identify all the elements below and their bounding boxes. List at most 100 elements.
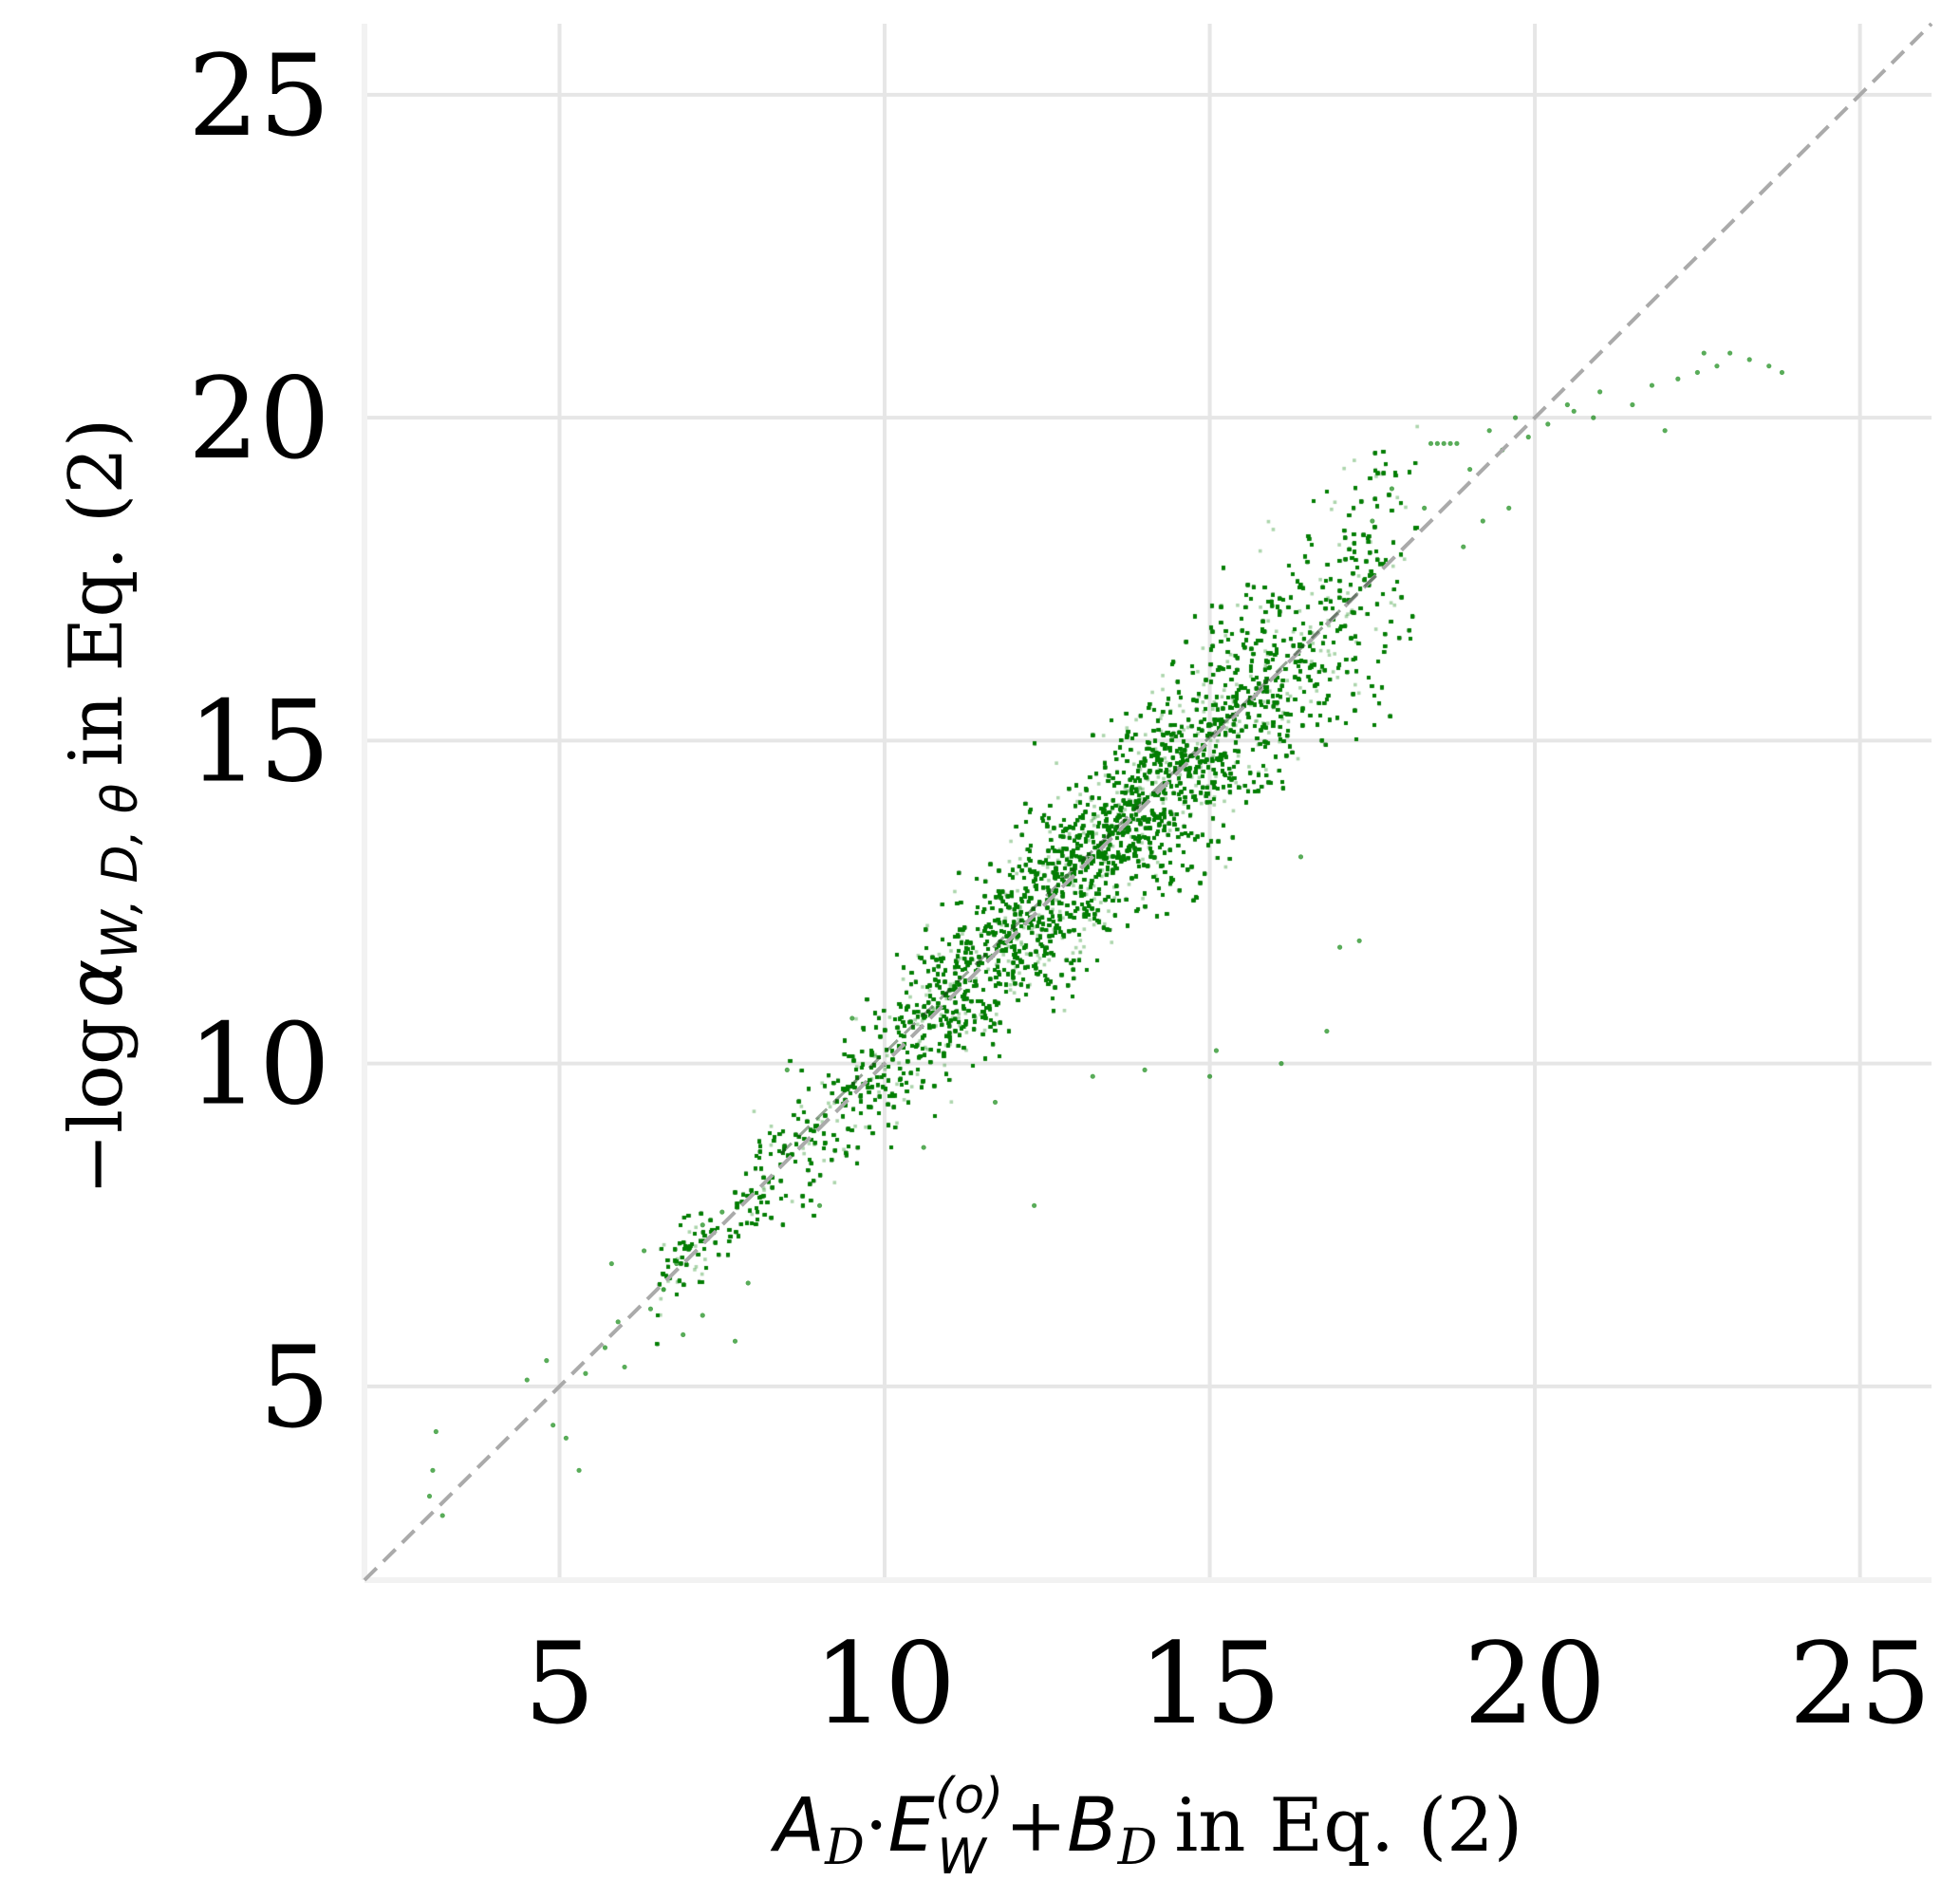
scatter-point xyxy=(732,1338,738,1344)
scatter-point xyxy=(1571,408,1577,414)
scatter-point xyxy=(1206,1073,1213,1079)
scatter-point xyxy=(992,1099,999,1106)
scatter-point xyxy=(439,1513,445,1518)
y-tick-label: 10 xyxy=(188,999,330,1130)
scatter-point xyxy=(430,1467,436,1473)
scatter-point xyxy=(1675,376,1681,382)
scatter-point xyxy=(1564,401,1570,408)
x-tick-label: 25 xyxy=(1789,1618,1932,1749)
scatter-point xyxy=(1512,415,1519,420)
y-axis-label: −log αW, D, θ in Eq. (2) xyxy=(54,419,149,1196)
x-label-E-superscript: (o) xyxy=(935,1768,1003,1825)
scatter-point xyxy=(433,1428,439,1435)
scatter-point xyxy=(1480,518,1485,524)
scatter-point xyxy=(849,1015,855,1021)
scatter-point xyxy=(1591,415,1596,420)
scatter-point xyxy=(1441,440,1447,446)
x-tick-label: 15 xyxy=(1139,1618,1281,1749)
y-label-suffix: in Eq. (2) xyxy=(54,419,140,767)
scatter-point xyxy=(1727,350,1733,356)
scatter-point xyxy=(615,1319,621,1325)
x-label-E: E xyxy=(888,1783,936,1869)
x-label-E-subscript: W xyxy=(937,1829,988,1886)
scatter-point xyxy=(563,1435,569,1441)
x-tick-label: 5 xyxy=(524,1618,595,1749)
scatter-point xyxy=(1630,401,1635,408)
scatter-point xyxy=(608,1260,614,1267)
scatter-point xyxy=(1090,1073,1095,1079)
scatter-point xyxy=(1597,389,1603,395)
x-label-suffix: in Eq. (2) xyxy=(1174,1783,1522,1869)
scatter-point xyxy=(1779,369,1785,376)
scatter-point xyxy=(576,1467,582,1473)
scatter-point xyxy=(1714,363,1720,369)
x-axis-label: AD·E(o) W +BD in Eq. (2) xyxy=(770,1768,1522,1886)
scatter-point xyxy=(1461,544,1466,549)
scatter-point xyxy=(1032,1202,1037,1208)
scatter-point xyxy=(524,1377,530,1383)
scatter-point xyxy=(784,1067,790,1073)
x-label-A: A xyxy=(770,1783,825,1869)
scatter-point xyxy=(1297,854,1304,860)
x-tick-labels: 5 10 15 20 25 xyxy=(524,1618,1932,1749)
scatter-point xyxy=(719,1209,725,1215)
x-label-B-subscript: D xyxy=(1117,1819,1158,1876)
scatter-point xyxy=(583,1370,588,1376)
y-tick-label: 20 xyxy=(188,353,330,484)
scatter-point xyxy=(544,1358,550,1364)
scatter-point xyxy=(1694,369,1700,376)
scatter-point xyxy=(602,1345,608,1350)
scatter-point xyxy=(426,1493,433,1499)
y-tick-label: 15 xyxy=(188,676,330,807)
scatter-point xyxy=(1324,1028,1330,1034)
scatter-point xyxy=(622,1364,627,1370)
x-label-plus: + xyxy=(1005,1783,1067,1869)
scatter-point xyxy=(1447,440,1453,446)
y-label-alpha: α xyxy=(54,959,140,1008)
scatter-point xyxy=(681,1331,686,1338)
scatter-point xyxy=(1662,428,1668,434)
scatter-point xyxy=(661,1287,666,1293)
y-label-neglog: −log xyxy=(54,1017,140,1195)
scatter-point xyxy=(1486,428,1492,434)
scatter-point xyxy=(1213,1048,1220,1053)
x-label-A-subscript: D xyxy=(824,1819,865,1876)
scatter-point xyxy=(647,1306,654,1312)
scatter-point xyxy=(1454,440,1460,446)
scatter-point xyxy=(1766,363,1772,369)
scatter-point xyxy=(921,1145,926,1150)
scatter-point xyxy=(1434,440,1440,446)
scatter-point xyxy=(1356,938,1362,943)
y-tick-label: 5 xyxy=(259,1322,330,1453)
scatter-point xyxy=(674,1260,680,1267)
x-label-dot: · xyxy=(865,1783,888,1869)
identity-line-overlay xyxy=(779,571,1380,1155)
scatter-point xyxy=(1422,505,1428,511)
scatter-point xyxy=(1649,382,1655,388)
scatter-point xyxy=(1701,350,1707,356)
y-tick-labels: 5 10 15 20 25 xyxy=(188,30,330,1453)
y-label-alpha-subscript: W, D, θ xyxy=(92,784,149,959)
scatter-point xyxy=(551,1423,556,1428)
x-tick-label: 10 xyxy=(813,1618,956,1749)
scatter-point xyxy=(1370,518,1375,524)
scatter-point xyxy=(1545,421,1551,427)
y-tick-label: 25 xyxy=(188,30,330,161)
x-label-B: B xyxy=(1067,1783,1118,1869)
scatter-point xyxy=(1064,873,1070,879)
scatter-point xyxy=(1142,1067,1148,1073)
scatter-point xyxy=(1467,466,1473,473)
scatter-point xyxy=(700,1222,705,1228)
scatter-point xyxy=(1746,357,1752,363)
scatter-point xyxy=(816,1202,823,1208)
identity-line xyxy=(363,22,1933,1582)
scatter-point xyxy=(641,1248,647,1254)
scatter-point xyxy=(745,1280,751,1286)
scatter-point xyxy=(1506,505,1512,511)
x-tick-label: 20 xyxy=(1464,1618,1606,1749)
scatter-point xyxy=(1279,1061,1284,1067)
scatter-point xyxy=(700,1313,705,1318)
scatter-point xyxy=(1525,434,1531,440)
